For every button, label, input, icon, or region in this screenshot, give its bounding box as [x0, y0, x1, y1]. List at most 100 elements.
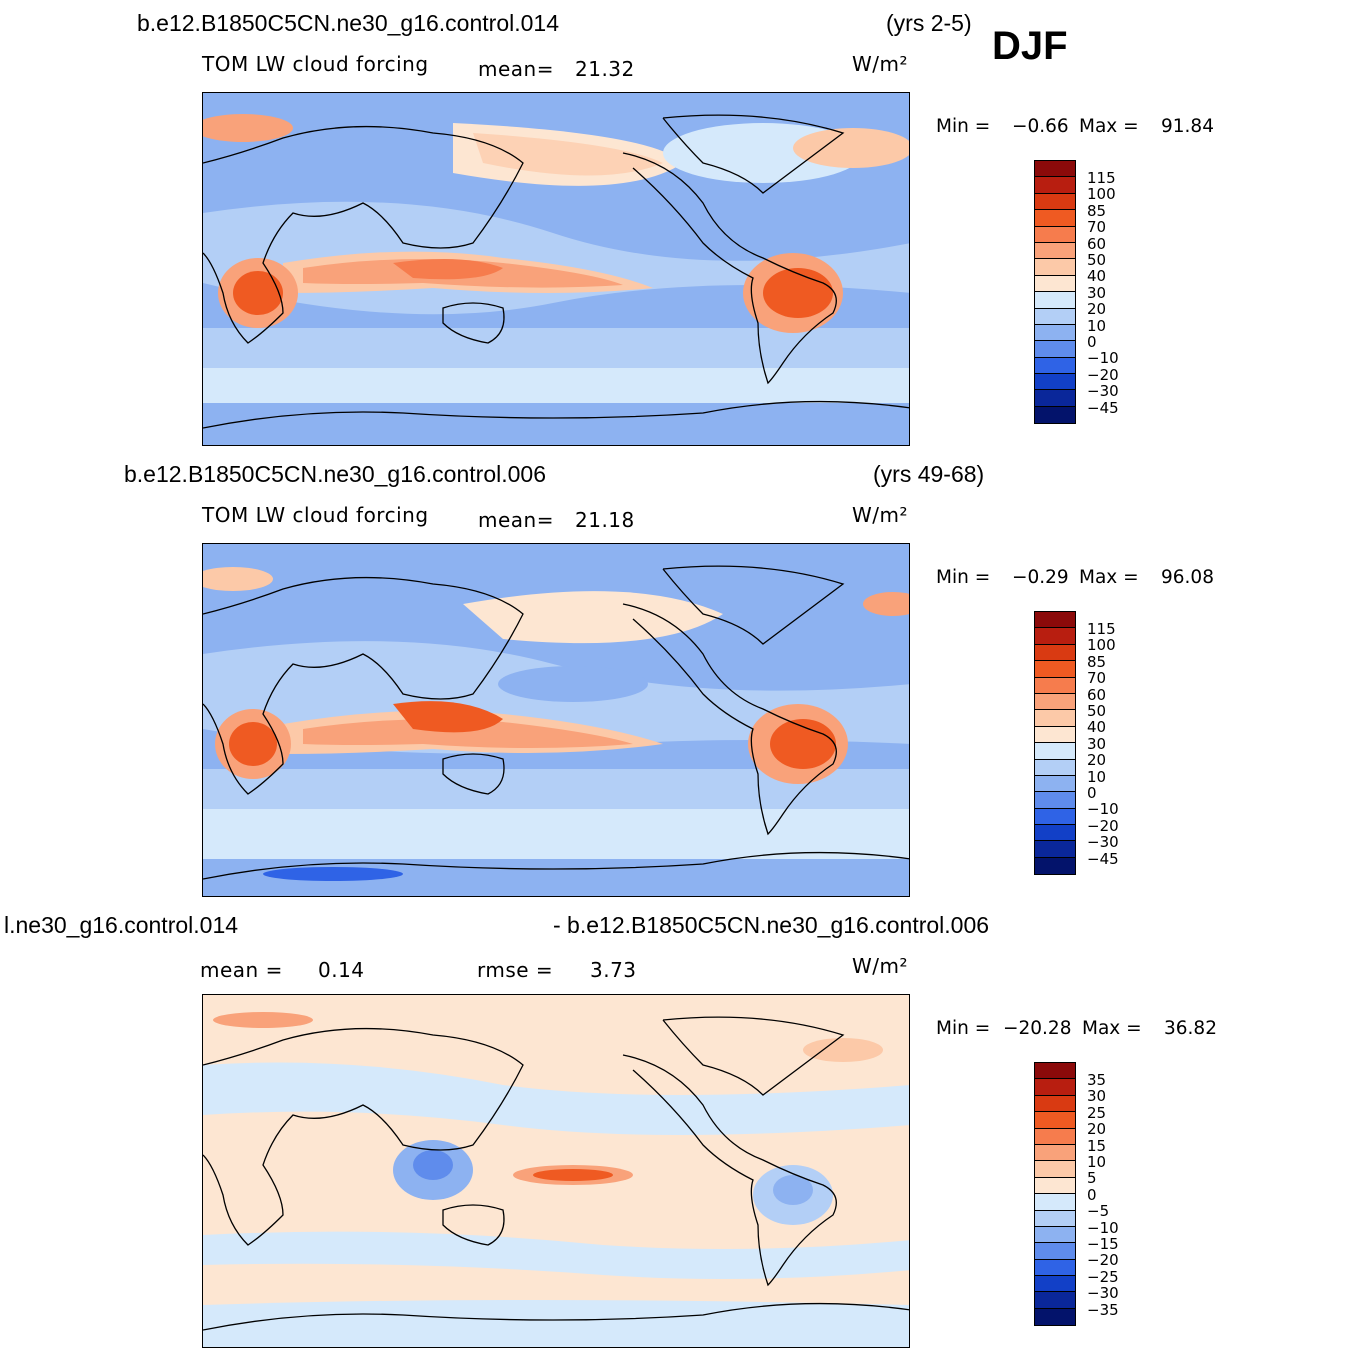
- colorbar-tick-label: −10: [1087, 1218, 1119, 1237]
- panel3-map: [202, 994, 910, 1348]
- colorbar-cell: [1035, 661, 1075, 678]
- colorbar-cell: [1035, 644, 1075, 662]
- panel1-max-value: 91.84: [1161, 116, 1214, 137]
- colorbar-cell: [1035, 1194, 1075, 1211]
- colorbar-tick-label: −30: [1087, 382, 1119, 401]
- colorbar-cell: [1035, 1292, 1075, 1309]
- colorbar-cell: [1035, 677, 1075, 694]
- panel2-max-label: Max =: [1079, 567, 1139, 588]
- colorbar-tick-label: 85: [1087, 201, 1107, 220]
- panel1-map-field: [203, 93, 909, 445]
- colorbar-tick-label: −5: [1087, 1202, 1110, 1221]
- colorbar-cell: [1035, 808, 1075, 826]
- colorbar-tick-label: −45: [1087, 849, 1119, 868]
- colorbar-cell: [1035, 177, 1075, 194]
- panel3-mean-label: mean =: [200, 958, 283, 982]
- colorbar-tick-label: 0: [1087, 332, 1097, 351]
- colorbar-tick-label: 40: [1087, 718, 1107, 737]
- colorbar-tick-label: −20: [1087, 816, 1119, 835]
- colorbar-cell: [1035, 726, 1075, 744]
- colorbar-cell: [1035, 1144, 1075, 1162]
- colorbar-tick-label: 70: [1087, 669, 1107, 688]
- colorbar-tick-label: 20: [1087, 300, 1107, 319]
- panel3-units: W/m²: [852, 954, 909, 978]
- panel3-case-right: - b.e12.B1850C5CN.ne30_g16.control.006: [553, 912, 990, 938]
- colorbar-tick-label: 115: [1087, 619, 1116, 638]
- panel1-variable: TOM LW cloud forcing: [202, 52, 429, 76]
- panel1-min-label: Min =: [936, 116, 991, 137]
- panel2-map: [202, 543, 910, 897]
- colorbar-tick-label: 30: [1087, 1087, 1107, 1106]
- colorbar-cell: [1035, 1177, 1075, 1195]
- colorbar-tick-label: 60: [1087, 685, 1107, 704]
- colorbar-tick-label: −45: [1087, 398, 1119, 417]
- panel2-years: (yrs 49-68): [873, 461, 985, 487]
- colorbar-tick-label: −15: [1087, 1234, 1119, 1253]
- panel3-max-value: 36.82: [1164, 1018, 1217, 1039]
- colorbar-cell: [1035, 775, 1075, 793]
- colorbar-cell: [1035, 792, 1075, 809]
- colorbar-tick-label: 15: [1087, 1136, 1107, 1155]
- colorbar-cell: [1035, 1095, 1075, 1113]
- colorbar-tick-label: 35: [1087, 1070, 1107, 1089]
- colorbar-cell: [1035, 374, 1075, 391]
- panel3-mean-value: 0.14: [318, 958, 365, 982]
- colorbar-cell: [1035, 1259, 1075, 1277]
- panel1-mean-value: 21.32: [575, 57, 635, 81]
- colorbar-tick-label: 0: [1087, 783, 1097, 802]
- colorbar-cell: [1035, 693, 1075, 711]
- colorbar-cell: [1035, 1079, 1075, 1096]
- panel3-max-label: Max =: [1082, 1018, 1142, 1039]
- colorbar-tick-label: 30: [1087, 283, 1107, 302]
- colorbar-cell: [1035, 308, 1075, 325]
- colorbar-tick-label: 10: [1087, 1152, 1107, 1171]
- colorbar-cell: [1035, 275, 1075, 293]
- colorbar-cell: [1035, 1276, 1075, 1293]
- colorbar-tick-label: 20: [1087, 751, 1107, 770]
- panel1-case-name: b.e12.B1850C5CN.ne30_g16.control.014: [137, 10, 559, 36]
- colorbar-cell: [1035, 1112, 1075, 1129]
- colorbar-cell: [1035, 357, 1075, 375]
- colorbar-cell: [1035, 1243, 1075, 1260]
- colorbar-tick-label: 40: [1087, 267, 1107, 286]
- colorbar-cell: [1035, 324, 1075, 342]
- colorbar-tick-label: −20: [1087, 365, 1119, 384]
- colorbar-tick-label: −10: [1087, 349, 1119, 368]
- colorbar-cell: [1035, 292, 1075, 309]
- panel1-years: (yrs 2-5): [886, 10, 972, 36]
- colorbar-tick-label: −25: [1087, 1267, 1119, 1286]
- colorbar-tick-label: 100: [1087, 185, 1116, 204]
- colorbar-cell: [1035, 710, 1075, 727]
- panel3-case-left: l.ne30_g16.control.014: [4, 912, 239, 938]
- colorbar-tick-label: 10: [1087, 767, 1107, 786]
- panel2-max-value: 96.08: [1161, 567, 1214, 588]
- colorbar-cell: [1035, 242, 1075, 260]
- colorbar-cell: [1035, 341, 1075, 358]
- colorbar-cell: [1035, 612, 1075, 629]
- colorbar-cell: [1035, 759, 1075, 776]
- panel3-colorbar: [1034, 1062, 1076, 1327]
- panel2-min-value: −0.29: [1012, 567, 1069, 588]
- colorbar-cell: [1035, 743, 1075, 760]
- panel2-mean-label: mean=: [478, 508, 554, 532]
- panel1-mean-label: mean=: [478, 57, 554, 81]
- panel2-units: W/m²: [852, 503, 909, 527]
- colorbar-cell: [1035, 1128, 1075, 1145]
- colorbar-tick-label: 100: [1087, 636, 1116, 655]
- colorbar-cell: [1035, 1063, 1075, 1080]
- panel1-map: [202, 92, 910, 446]
- colorbar-tick-label: −30: [1087, 833, 1119, 852]
- colorbar-tick-label: −35: [1087, 1300, 1119, 1319]
- colorbar-cell: [1035, 390, 1075, 407]
- colorbar-tick-label: 50: [1087, 701, 1107, 720]
- colorbar-tick-label: 70: [1087, 218, 1107, 237]
- colorbar-cell: [1035, 1226, 1075, 1244]
- panel3-min-value: −20.28: [1003, 1018, 1072, 1039]
- panel2-min-label: Min =: [936, 567, 991, 588]
- colorbar-cell: [1035, 210, 1075, 227]
- colorbar-cell: [1035, 259, 1075, 276]
- panel1-max-label: Max =: [1079, 116, 1139, 137]
- panel1-min-value: −0.66: [1012, 116, 1069, 137]
- colorbar-cell: [1035, 825, 1075, 842]
- colorbar-cell: [1035, 857, 1075, 875]
